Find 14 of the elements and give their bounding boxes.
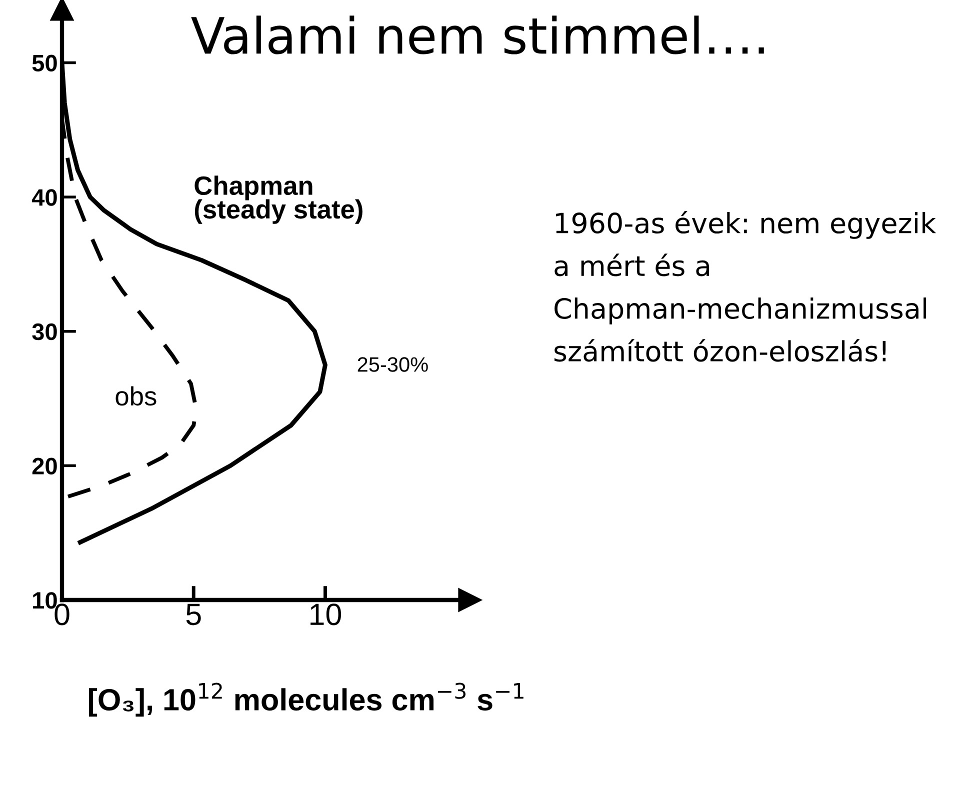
y-tick-label: 40 xyxy=(32,189,57,206)
series-label: obs xyxy=(116,386,156,406)
chart-title: Valami nem stimmel…. xyxy=(191,16,764,54)
y-tick-label: 10 xyxy=(33,592,57,609)
x-tick-label: 5 xyxy=(186,604,201,626)
x-tick-label: 0 xyxy=(54,604,70,626)
y-tick-label: 20 xyxy=(32,458,57,474)
y-tick-label: 50 xyxy=(32,54,57,72)
y-tick-label: 30 xyxy=(32,323,57,340)
x-tick-label: 10 xyxy=(310,604,342,626)
x-axis-title: [O₃], 10$^{12}$ molecules cm$^{−3}$ s$^{−1}$ xyxy=(88,682,524,717)
text: 1960-as évek: nem egyezik a mért és a Chapman-mechanizmussal számított ózon-eloszlás! xyxy=(554,210,936,362)
series-label: Chapman (steady state) xyxy=(194,176,362,224)
annotation: 25-30% xyxy=(358,357,428,372)
